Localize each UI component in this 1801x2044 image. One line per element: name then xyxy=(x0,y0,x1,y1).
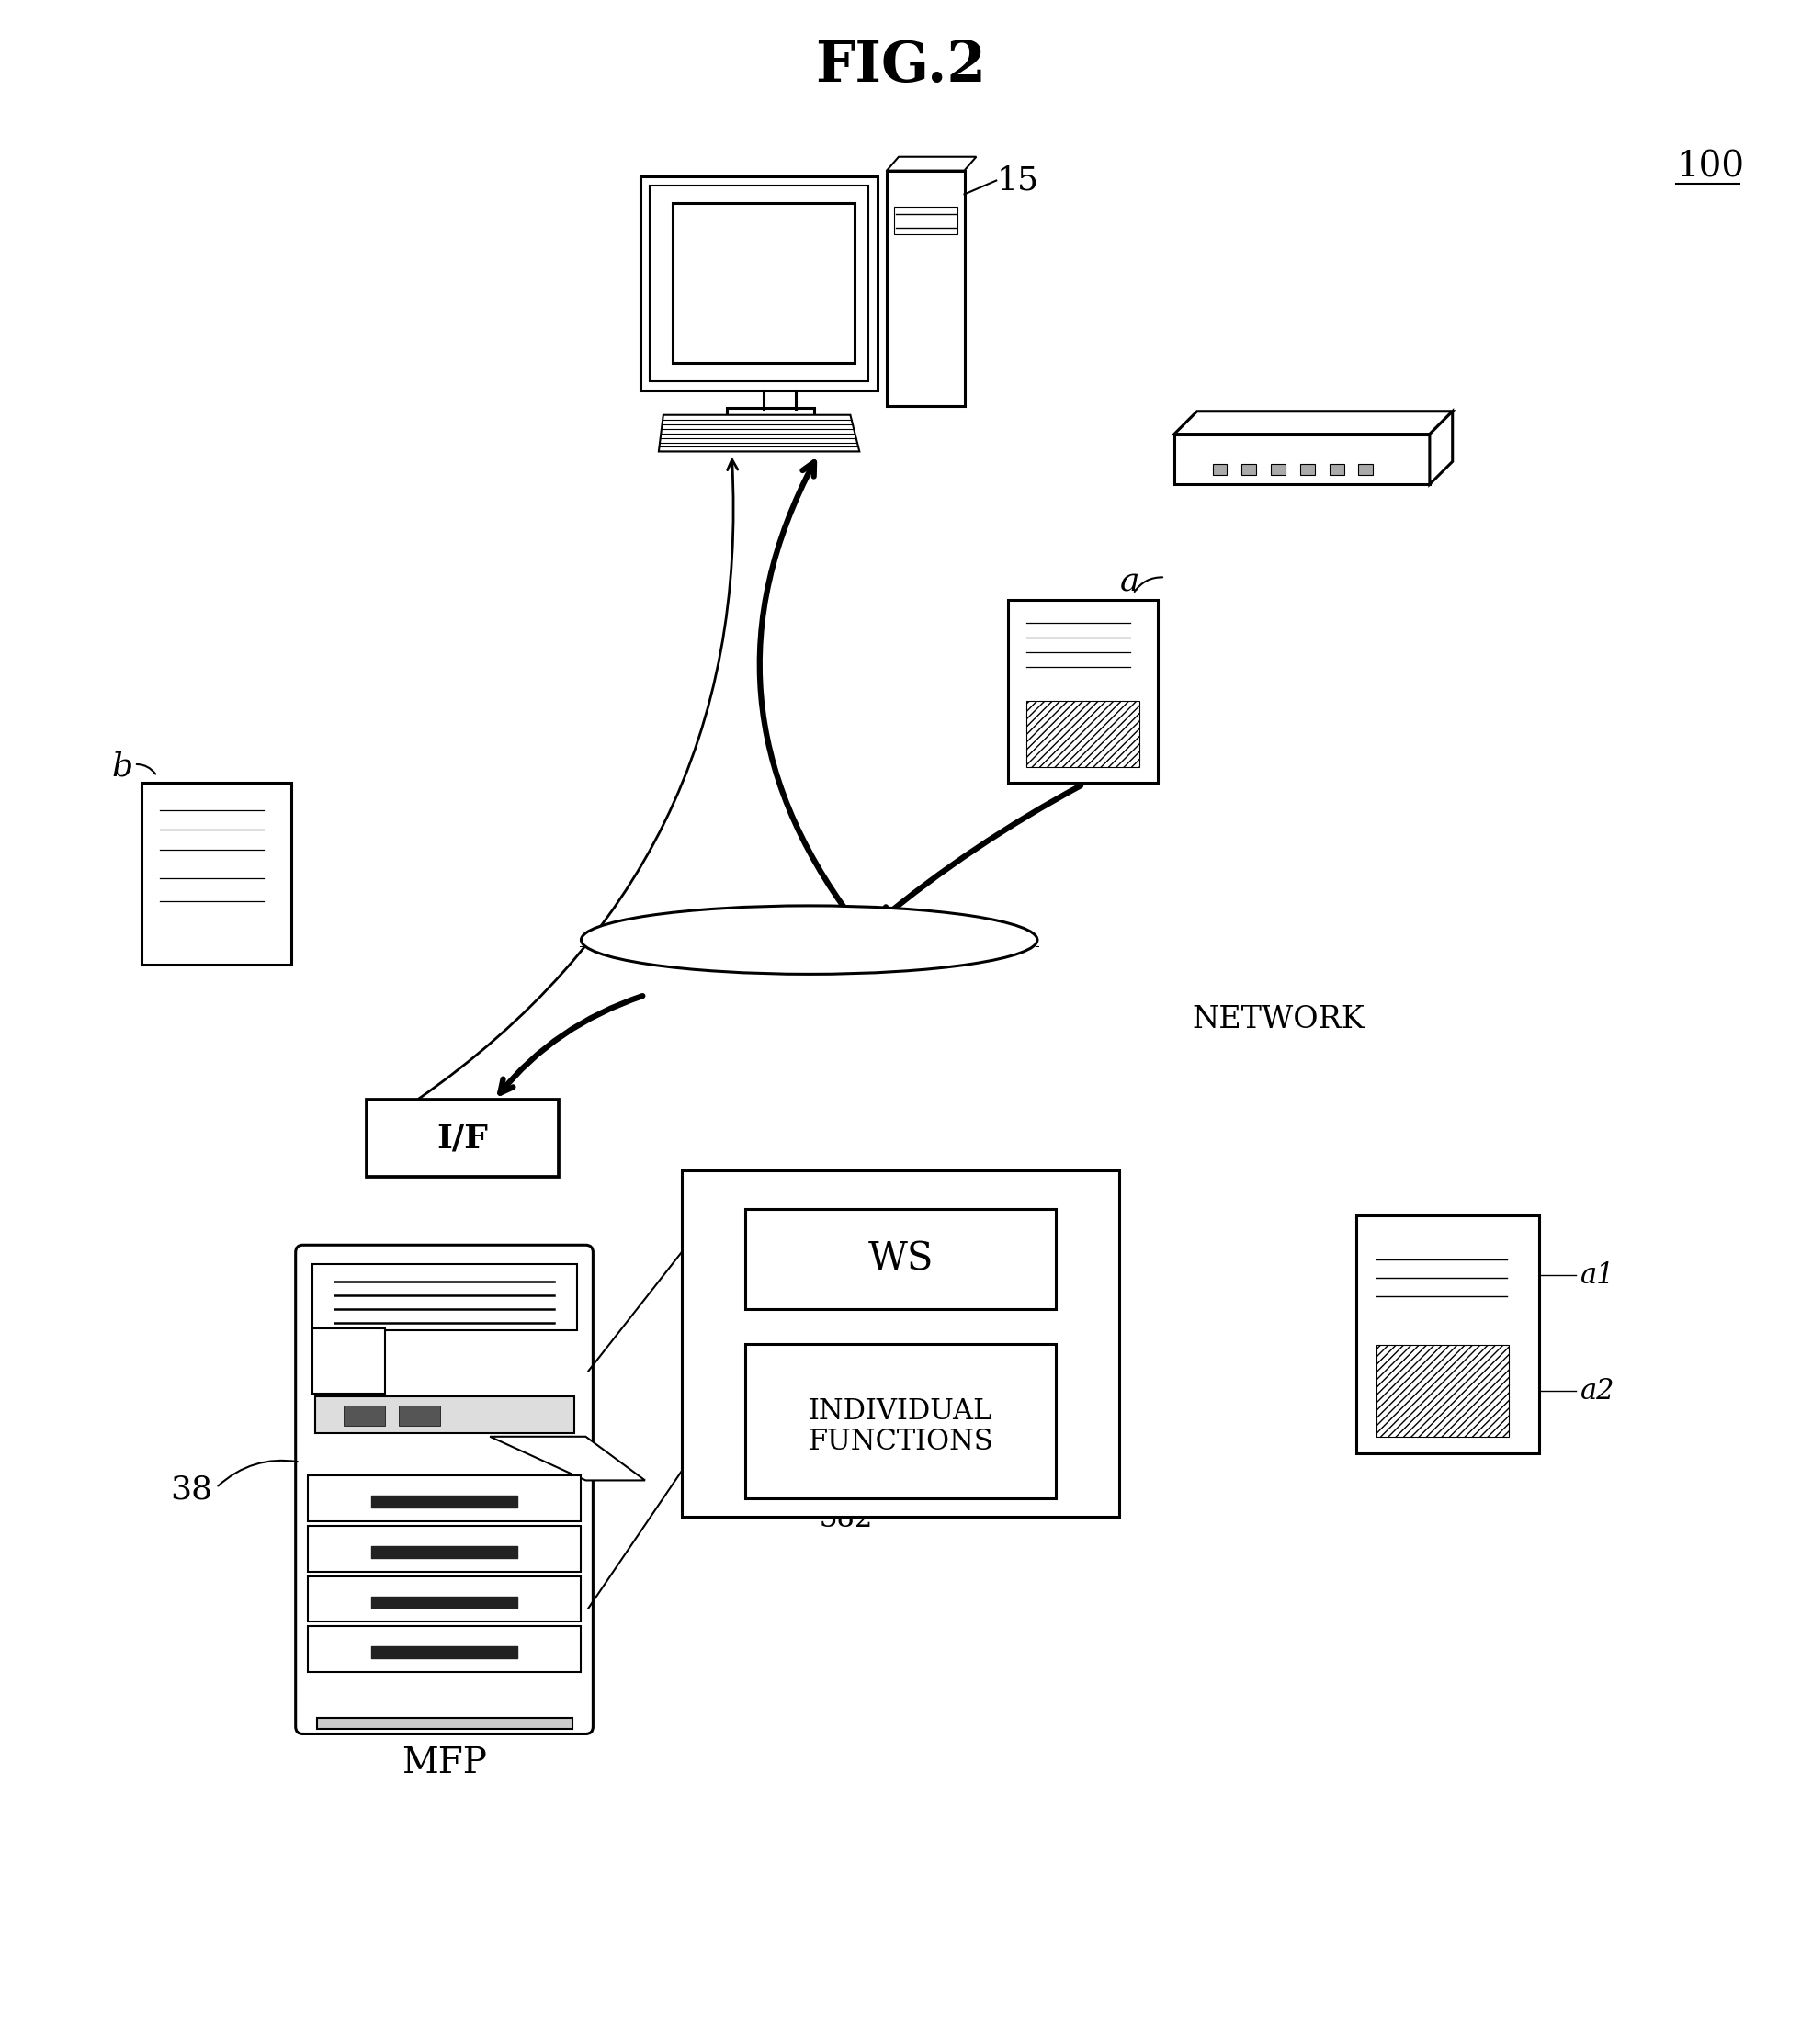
FancyBboxPatch shape xyxy=(295,1245,593,1733)
Bar xyxy=(308,1527,582,1572)
Polygon shape xyxy=(886,157,976,170)
FancyBboxPatch shape xyxy=(672,202,855,364)
Text: I/F: I/F xyxy=(438,1122,488,1155)
Bar xyxy=(308,1627,582,1672)
Bar xyxy=(308,1476,582,1521)
FancyBboxPatch shape xyxy=(142,783,292,965)
Text: a1: a1 xyxy=(1579,1261,1615,1290)
Bar xyxy=(308,1576,582,1621)
Ellipse shape xyxy=(582,946,1037,1016)
Bar xyxy=(1376,1345,1509,1437)
Text: 100: 100 xyxy=(1677,149,1743,184)
FancyBboxPatch shape xyxy=(1356,1216,1540,1453)
Bar xyxy=(398,1406,439,1425)
Text: INDIVIDUAL: INDIVIDUAL xyxy=(809,1398,992,1427)
Bar xyxy=(1027,701,1140,766)
Bar xyxy=(315,1396,575,1433)
Bar xyxy=(1358,464,1372,474)
Text: FIG.2: FIG.2 xyxy=(816,39,985,94)
Text: NETWORK: NETWORK xyxy=(1192,1006,1365,1034)
Text: FUNCTIONS: FUNCTIONS xyxy=(809,1429,992,1455)
FancyBboxPatch shape xyxy=(886,170,964,407)
Text: 15: 15 xyxy=(996,166,1039,196)
Text: a2: a2 xyxy=(1579,1378,1615,1404)
Text: MFP: MFP xyxy=(402,1746,486,1780)
Bar xyxy=(344,1406,385,1425)
Bar xyxy=(893,206,956,235)
Text: 382: 382 xyxy=(819,1504,872,1533)
FancyBboxPatch shape xyxy=(641,176,877,390)
Text: WS: WS xyxy=(868,1239,933,1278)
FancyBboxPatch shape xyxy=(746,1208,1055,1308)
Text: 38: 38 xyxy=(171,1474,213,1504)
Text: a: a xyxy=(1120,566,1140,597)
Polygon shape xyxy=(490,1437,645,1480)
Bar xyxy=(1212,464,1226,474)
Ellipse shape xyxy=(582,905,1037,975)
FancyBboxPatch shape xyxy=(1009,601,1158,783)
Bar xyxy=(317,1717,573,1729)
FancyBboxPatch shape xyxy=(312,1329,385,1394)
Polygon shape xyxy=(1174,411,1452,433)
Bar xyxy=(1272,464,1286,474)
FancyBboxPatch shape xyxy=(1174,433,1430,484)
Polygon shape xyxy=(1430,411,1452,484)
FancyBboxPatch shape xyxy=(681,1171,1120,1517)
FancyBboxPatch shape xyxy=(367,1100,558,1177)
Bar xyxy=(1241,464,1257,474)
FancyBboxPatch shape xyxy=(650,186,868,382)
Polygon shape xyxy=(659,415,859,452)
FancyBboxPatch shape xyxy=(312,1263,576,1331)
Bar xyxy=(573,946,1046,1018)
Text: 381: 381 xyxy=(992,1173,1045,1202)
FancyBboxPatch shape xyxy=(728,407,814,423)
FancyBboxPatch shape xyxy=(746,1343,1055,1498)
Bar xyxy=(1300,464,1315,474)
Bar xyxy=(1329,464,1344,474)
Text: b: b xyxy=(112,752,133,783)
